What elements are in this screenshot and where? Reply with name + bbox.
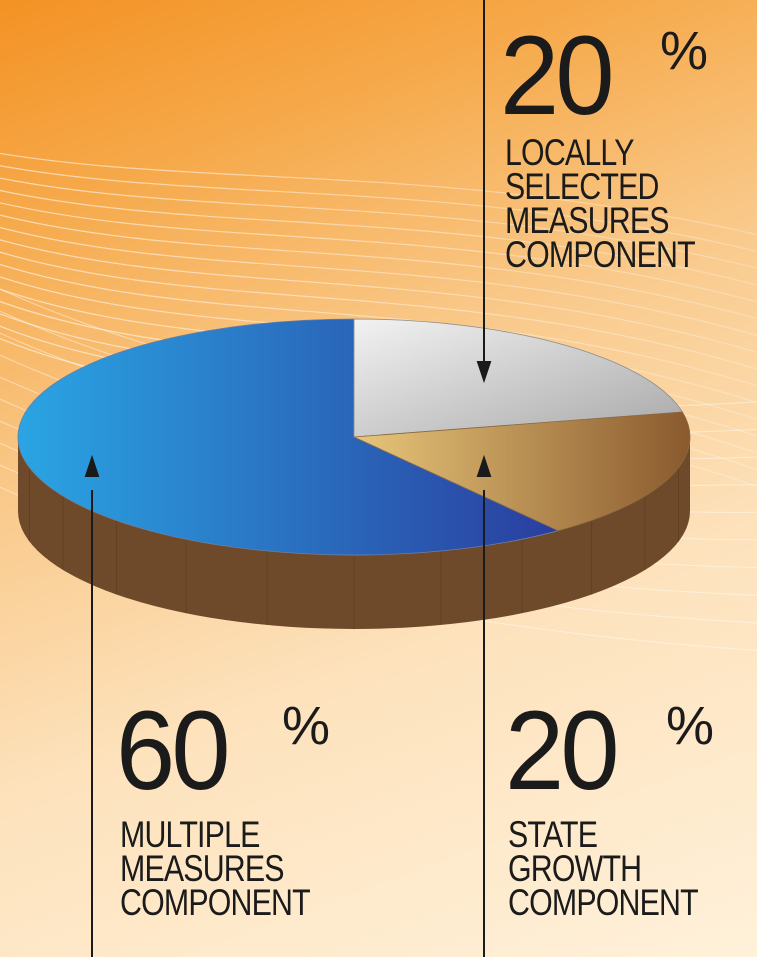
arrowhead-multiple-measures: [84, 454, 100, 477]
label-state-growth: STATE GROWTH COMPONENT: [508, 814, 699, 923]
percent-sign-multiple-measures: %: [282, 696, 331, 756]
label-locally-selected: LOCALLY SELECTED MEASURES COMPONENT: [505, 132, 696, 275]
percent-locally-selected: 20: [500, 13, 615, 138]
leader-lines: [84, 0, 492, 957]
label-line: COMPONENT: [505, 234, 696, 275]
label-line: SELECTED: [505, 166, 659, 207]
background-wave-line: [0, 189, 757, 286]
pie-side-wall: [18, 437, 690, 629]
slice-locally-selected-measures: [353, 318, 684, 438]
percent-multiple-measures: 60: [116, 688, 231, 813]
background-wave-line: [0, 239, 757, 353]
label-line: COMPONENT: [120, 882, 311, 923]
background-wave-line: [0, 202, 757, 303]
background-wave-line: [0, 152, 757, 236]
slice-multiple-measures: [17, 318, 560, 556]
label-line: MEASURES: [120, 848, 285, 889]
slice-state-growth: [352, 411, 691, 532]
label-line: LOCALLY: [505, 132, 634, 173]
percent-sign-locally-selected: %: [660, 21, 709, 81]
percent-sign-state-growth: %: [666, 696, 715, 756]
background-wave-line: [0, 214, 757, 320]
percent-state-growth: 20: [505, 688, 620, 813]
background-wave-line: [0, 263, 757, 387]
arrowhead-state-growth: [476, 454, 492, 477]
arrowhead-locally-selected: [476, 361, 492, 384]
label-multiple-measures: MULTIPLE MEASURES COMPONENT: [120, 814, 311, 923]
background-wave-line: [0, 177, 757, 269]
label-line: MEASURES: [505, 200, 670, 241]
background-wave-line: [0, 226, 757, 337]
background-wave-line: [0, 251, 757, 370]
label-line: STATE: [508, 814, 598, 855]
label-line: COMPONENT: [508, 882, 699, 923]
label-line: MULTIPLE: [120, 814, 260, 855]
label-line: GROWTH: [508, 848, 642, 889]
background-wave-line: [0, 165, 757, 253]
